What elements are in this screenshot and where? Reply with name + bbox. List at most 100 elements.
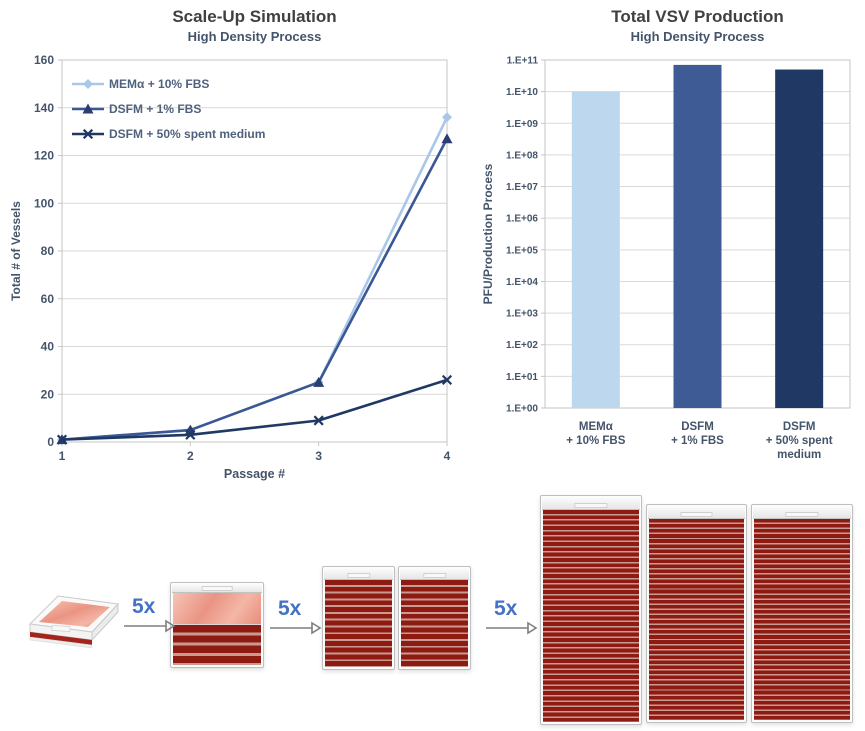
y-tick-label: 1.E+04 [506,277,538,288]
y-tick-label: 0 [47,435,54,449]
multiplier-label: 5x [494,597,518,620]
legend-label: DSFM + 50% spent medium [109,127,265,141]
cell-stack-tower [646,504,747,723]
triangle-marker-icon [441,133,453,144]
triangle-marker-icon [313,376,325,387]
cell-stack-tower [540,495,642,725]
vessel-label-chip [574,503,608,508]
bar-plot: 1.E+00 1.E+01 1.E+02 1.E+03 1.E+04 1.E+05 1.E+… [481,56,851,461]
diamond-marker-icon [442,112,452,123]
vessel-label-chip [680,512,713,517]
vessel-lid [648,506,745,519]
gridlines [58,59,447,443]
right-arrow-icon [486,621,538,635]
y-tick-label: 1.E+07 [506,182,538,193]
chart-subtitle: High Density Process [630,29,765,44]
x-tick-label: 2 [187,449,194,463]
y-tick-label: 1.E+00 [506,404,538,415]
y-tick-label: 120 [34,149,54,163]
vessel-lid [324,568,393,580]
y-tick-label: 1.E+09 [506,119,538,130]
x-marker-icon [313,415,324,426]
triangle-marker-icon [82,103,94,114]
y-tick-label: 40 [41,340,55,354]
y-tick-label: 160 [34,53,54,67]
y-tick-label: 100 [34,196,54,210]
series-0 [57,112,452,445]
vessel-label-chip [422,573,447,578]
scale-arrow-3: 5x [484,598,540,641]
y-tick-label: 80 [41,244,55,258]
cell-stack-tower [322,566,395,670]
multiplier-label: 5x [278,597,302,620]
x-tick-label: 1 [59,449,66,463]
red-medium-layers [754,519,850,720]
red-medium-layers [649,519,744,720]
x-marker-icon [82,128,94,140]
y-tick-label: 1.E+05 [506,245,538,256]
vessel-lid [753,506,851,519]
chart-subtitle: High Density Process [187,29,322,44]
red-medium-layers [543,510,639,722]
scale-arrow-2: 5x [268,598,324,641]
y-tick-label: 1.E+01 [506,372,538,383]
pink-medium-surface [173,593,261,625]
vessel-lid [400,568,469,580]
chart-header: Total VSV Production High Density Proces… [545,6,850,45]
y-tick-label: 1.E+10 [506,87,538,98]
diamond-marker-icon [83,79,93,89]
legend-label: MEMα + 10% FBS [109,77,209,91]
y-tick-label: 1.E+02 [506,340,538,351]
chart-title: Scale-Up Simulation [172,7,337,26]
red-medium-layers [325,580,392,667]
single-layer-flask-icon [28,595,120,649]
bar-0 [571,91,620,409]
right-arrow-icon [270,621,322,635]
y-tick-label: 60 [41,292,55,306]
x-marker-icon [185,429,196,440]
category-label: + 10% FBS [566,435,625,447]
series-2 [56,374,453,445]
vessel-lid [172,584,262,593]
single-layer-cell-stack [20,578,126,664]
right-arrow-icon [124,619,176,633]
total-vsv-production-chart: Total VSV Production High Density Proces… [480,6,860,481]
line-plot: 0 20 40 60 80 100 120 140 160 1 2 3 4 Passage # Total … [9,53,453,481]
multiplier-label: 5x [132,595,156,618]
y-tick-label: 1.E+08 [506,150,538,161]
cell-stack-tower [751,504,853,723]
bar-2 [775,69,824,408]
red-medium-layers [173,625,261,665]
legend: MEMα + 10% FBS DSFM + 1% FBS DSFM + 50% sp… [72,77,265,141]
y-axis-title: Total # of Vessels [9,201,23,301]
scale-up-simulation-chart: Scale-Up Simulation High Density Process… [6,6,474,489]
bar-1 [673,64,722,408]
scale-up-process-flow: 5x 5x 5x [0,488,865,731]
x-tick-label: 4 [444,449,451,463]
x-marker-icon [56,434,68,445]
y-tick-label: 20 [41,387,55,401]
category-label: + 50% spent [766,435,833,447]
chart-title: Total VSV Production [611,7,784,26]
x-axis-title: Passage # [224,467,285,481]
category-label: DSFM [681,421,714,433]
vessel-label-chip [346,573,371,578]
category-label: MEMα [579,421,613,433]
scale-arrow-1: 5x [122,596,178,639]
vessel-label-chip [785,512,819,517]
cell-stack-tower [398,566,471,670]
category-label: DSFM [783,421,816,433]
y-tick-label: 1.E+11 [507,56,539,67]
cell-stack-tower [170,582,264,668]
vessel-label-chip [201,586,233,591]
y-tick-label: 140 [34,101,54,115]
category-label: medium [777,449,821,461]
legend-label: DSFM + 1% FBS [109,102,201,116]
vessel-lid [542,497,640,510]
red-medium-layers [401,580,468,667]
x-tick-label: 3 [315,449,322,463]
y-axis-title: PFU/Production Process [481,163,495,304]
y-tick-label: 1.E+06 [506,214,538,225]
category-label: + 1% FBS [671,435,724,447]
